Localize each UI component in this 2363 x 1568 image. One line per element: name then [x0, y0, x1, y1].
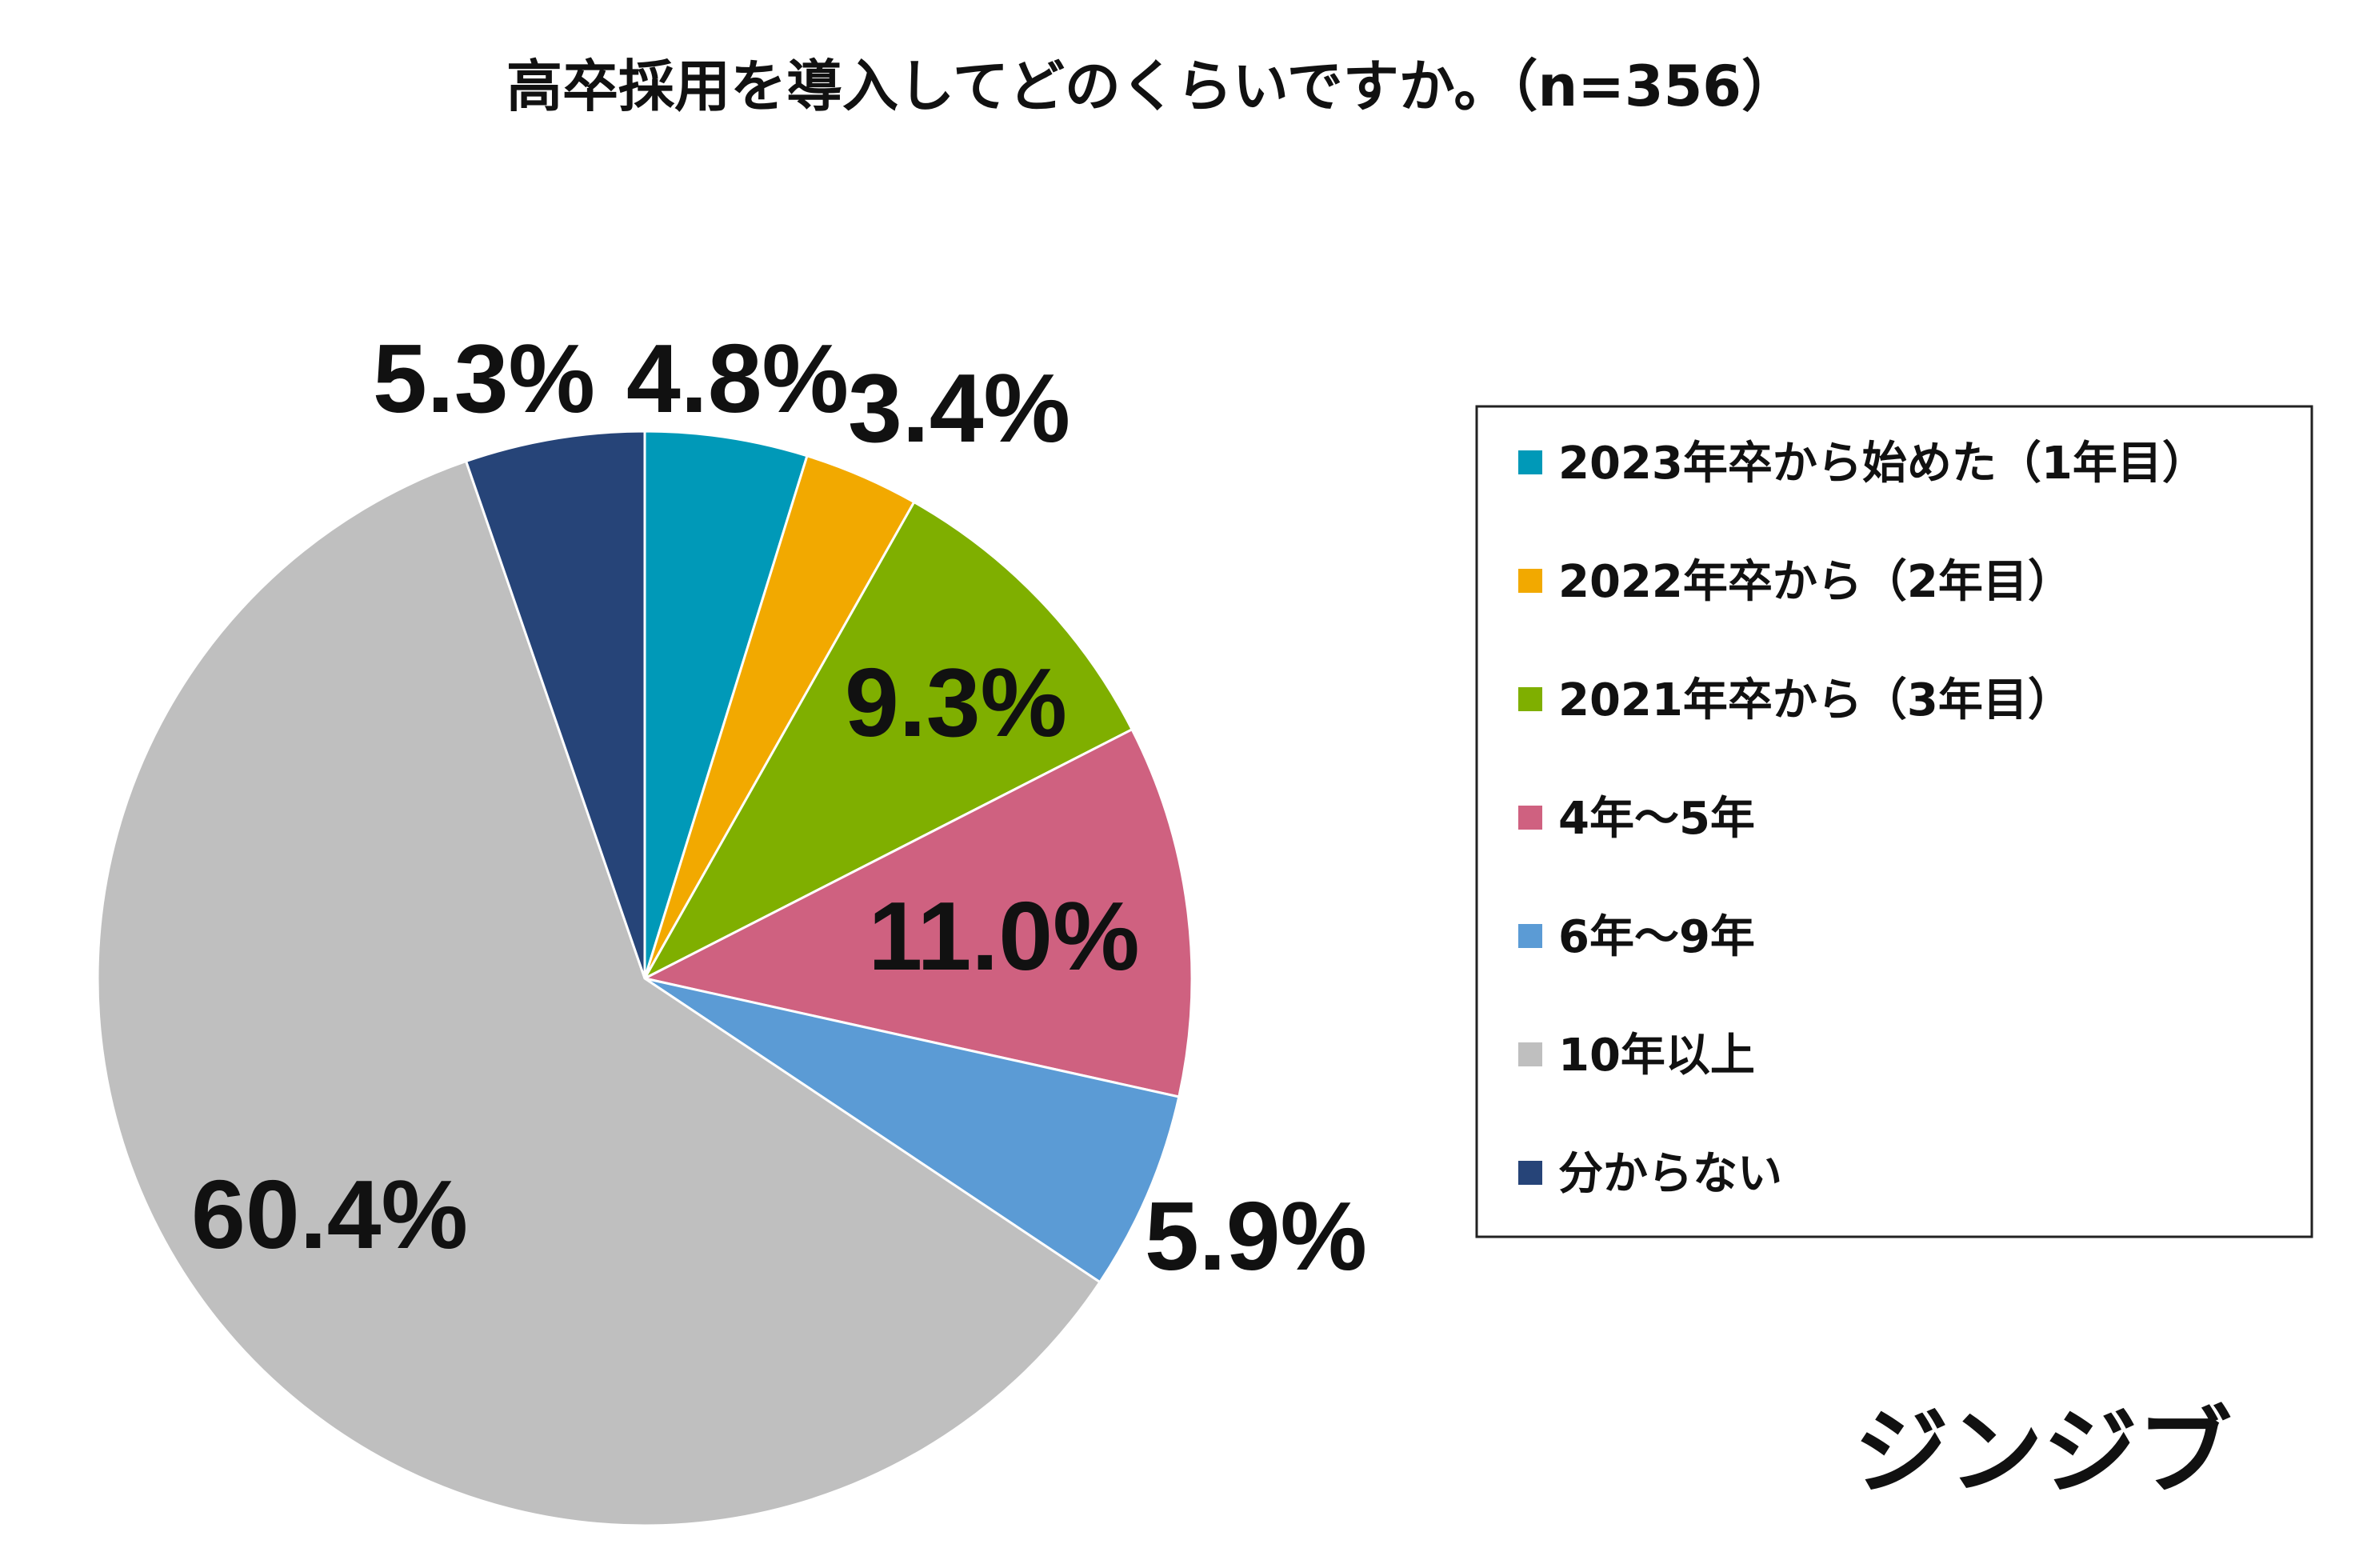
- pie-value-label: 60.4%: [191, 1160, 468, 1269]
- pie-value-labels: 4.8%3.4% 9.3% 11.0% 5.9% 60.4% 5.3%: [191, 324, 1367, 1290]
- pie-slice: [643, 430, 809, 979]
- legend-swatch: [1518, 1161, 1542, 1185]
- legend-box: [1475, 405, 2313, 1238]
- legend-swatch: [1518, 806, 1542, 830]
- pie-slice: [641, 727, 1193, 1098]
- pie-value-label: 5.3%: [373, 324, 595, 433]
- pie-slice: [464, 430, 646, 979]
- legend-label: 分からない: [1558, 1148, 1782, 1200]
- legend-swatch: [1518, 1042, 1542, 1066]
- legend-swatch: [1518, 924, 1542, 948]
- legend-swatch: [1518, 569, 1542, 593]
- legend: 2023年卒から始めた（1年目） 2022年卒から（2年目） 2021年卒から（3年…: [1475, 405, 2313, 1238]
- pie-slice: [96, 459, 1102, 1527]
- pie-value-label: 4.8%: [626, 324, 849, 433]
- legend-label: 2021年卒から（3年目）: [1558, 674, 2073, 726]
- legend-label: 10年以上: [1558, 1030, 1755, 1082]
- legend-label: 2022年卒から（2年目）: [1558, 556, 2073, 608]
- legend-swatch: [1518, 687, 1542, 711]
- pie-slice: [642, 500, 1134, 982]
- chart-title: 高卒採用を導入してどのくらいですか。（n=356）: [506, 54, 1797, 119]
- legend-label: 4年～5年: [1558, 793, 1755, 845]
- pie-value-label: 9.3%: [845, 648, 1067, 757]
- legend-swatch: [1518, 450, 1542, 474]
- pie-slices: [96, 430, 1193, 1527]
- pie-value-label: 3.4%: [848, 354, 1070, 462]
- legend-items: 2023年卒から始めた（1年目） 2022年卒から（2年目） 2021年卒から（3年…: [1518, 438, 2207, 1200]
- legend-label: 2023年卒から始めた（1年目）: [1558, 438, 2207, 490]
- legend-label: 6年～9年: [1558, 911, 1755, 963]
- pie-value-label: 5.9%: [1145, 1182, 1367, 1290]
- pie-value-label: 11.0%: [868, 882, 1139, 990]
- brand-logo: ジンジブ: [1854, 1397, 2232, 1507]
- pie-slice: [644, 977, 1181, 1284]
